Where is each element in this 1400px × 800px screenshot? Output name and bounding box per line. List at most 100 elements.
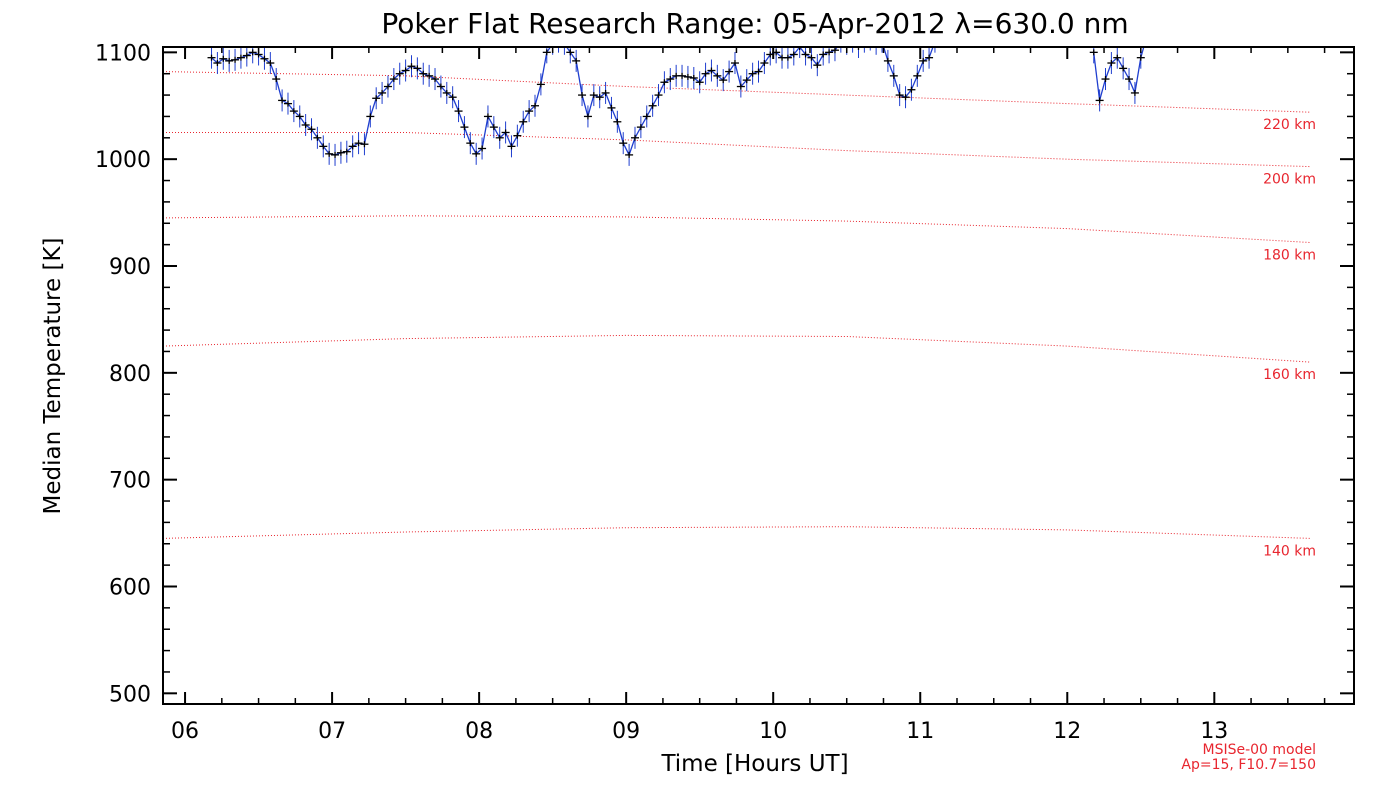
data-point — [1130, 81, 1139, 104]
data-point — [783, 47, 792, 69]
y-tick-label: 800 — [109, 362, 151, 387]
data-point — [301, 113, 310, 136]
data-point — [431, 68, 440, 91]
data-point — [207, 47, 216, 69]
data-point — [283, 92, 292, 115]
data-point — [1125, 68, 1134, 91]
data-point — [401, 59, 410, 82]
data-point — [307, 118, 316, 141]
data-point — [478, 137, 487, 160]
data-line-segment — [1093, 47, 1145, 101]
data-point — [448, 86, 457, 109]
data-point — [901, 86, 910, 109]
reference-label-180-km: 180 km — [1263, 248, 1316, 264]
reference-lines-layer — [163, 71, 1310, 539]
data-point — [678, 64, 687, 87]
data-point — [295, 105, 304, 128]
reference-label-140-km: 140 km — [1263, 543, 1316, 559]
data-point — [436, 75, 445, 98]
reference-label-220-km: 220 km — [1263, 117, 1316, 133]
data-point — [730, 52, 739, 75]
data-point — [881, 47, 883, 53]
reference-line-220-km — [163, 71, 1310, 113]
data-point — [754, 60, 763, 83]
data-point — [236, 47, 245, 69]
y-tick-label: 700 — [109, 469, 151, 494]
data-point — [840, 47, 842, 53]
x-tick-label: 10 — [759, 719, 787, 744]
data-point — [589, 84, 598, 107]
data-point — [760, 52, 769, 75]
data-point — [489, 116, 498, 139]
data-point — [875, 47, 877, 55]
data-point — [354, 132, 363, 155]
data-point — [889, 64, 898, 87]
data-point — [531, 94, 540, 117]
data-point — [360, 133, 369, 156]
data-point — [648, 94, 657, 117]
data-point — [636, 116, 645, 139]
chart-title: Poker Flat Research Range: 05-Apr-2012 λ… — [381, 7, 1128, 40]
data-point — [542, 47, 551, 64]
data-point — [525, 100, 534, 123]
reference-label-160-km: 160 km — [1263, 367, 1316, 383]
data-point — [625, 143, 634, 166]
data-point — [654, 84, 663, 107]
data-point — [272, 68, 281, 91]
data-point — [666, 68, 675, 91]
x-axis-label: Time [Hours UT] — [660, 751, 848, 777]
data-point — [713, 64, 722, 87]
data-point — [1101, 68, 1110, 91]
data-point — [454, 100, 463, 123]
data-point — [701, 62, 710, 85]
data-point — [336, 141, 345, 164]
data-point — [242, 47, 251, 67]
data-point — [507, 135, 516, 158]
data-point — [919, 49, 928, 72]
data-point — [854, 47, 863, 58]
data-point — [1146, 47, 1148, 48]
data-point — [1113, 47, 1122, 69]
data-point — [231, 48, 240, 71]
data-point — [383, 75, 392, 98]
reference-line-180-km — [163, 215, 1310, 243]
data-point — [619, 132, 628, 155]
data-point — [613, 110, 622, 133]
data-point — [407, 55, 416, 78]
data-point — [472, 142, 481, 165]
data-point — [813, 54, 822, 77]
data-point — [1089, 47, 1098, 64]
data-point — [595, 86, 604, 109]
data-point — [907, 78, 916, 101]
data-point — [566, 47, 575, 64]
data-point — [1107, 52, 1116, 75]
data-point — [683, 65, 692, 88]
data-point — [413, 57, 422, 80]
reference-label-200-km: 200 km — [1263, 172, 1316, 188]
y-tick-label: 600 — [109, 575, 151, 600]
data-point — [725, 60, 734, 83]
data-point — [389, 68, 398, 91]
data-point — [501, 121, 510, 144]
data-point — [695, 71, 704, 94]
x-tick-label: 08 — [465, 719, 493, 744]
data-point — [213, 52, 222, 75]
data-point — [219, 47, 228, 70]
data-point — [519, 110, 528, 133]
data-point — [583, 105, 592, 128]
data-point — [895, 84, 904, 107]
data-series-layer — [207, 47, 1148, 166]
reference-line-140-km — [163, 526, 1310, 539]
data-point — [642, 105, 651, 128]
data-point — [513, 124, 522, 147]
data-point — [825, 47, 834, 64]
data-point — [1095, 89, 1104, 112]
data-point — [460, 116, 469, 139]
data-point — [630, 126, 639, 149]
data-point — [342, 140, 351, 163]
data-point — [425, 64, 434, 87]
data-point — [278, 89, 287, 112]
data-point — [660, 71, 669, 94]
data-point — [442, 81, 451, 104]
